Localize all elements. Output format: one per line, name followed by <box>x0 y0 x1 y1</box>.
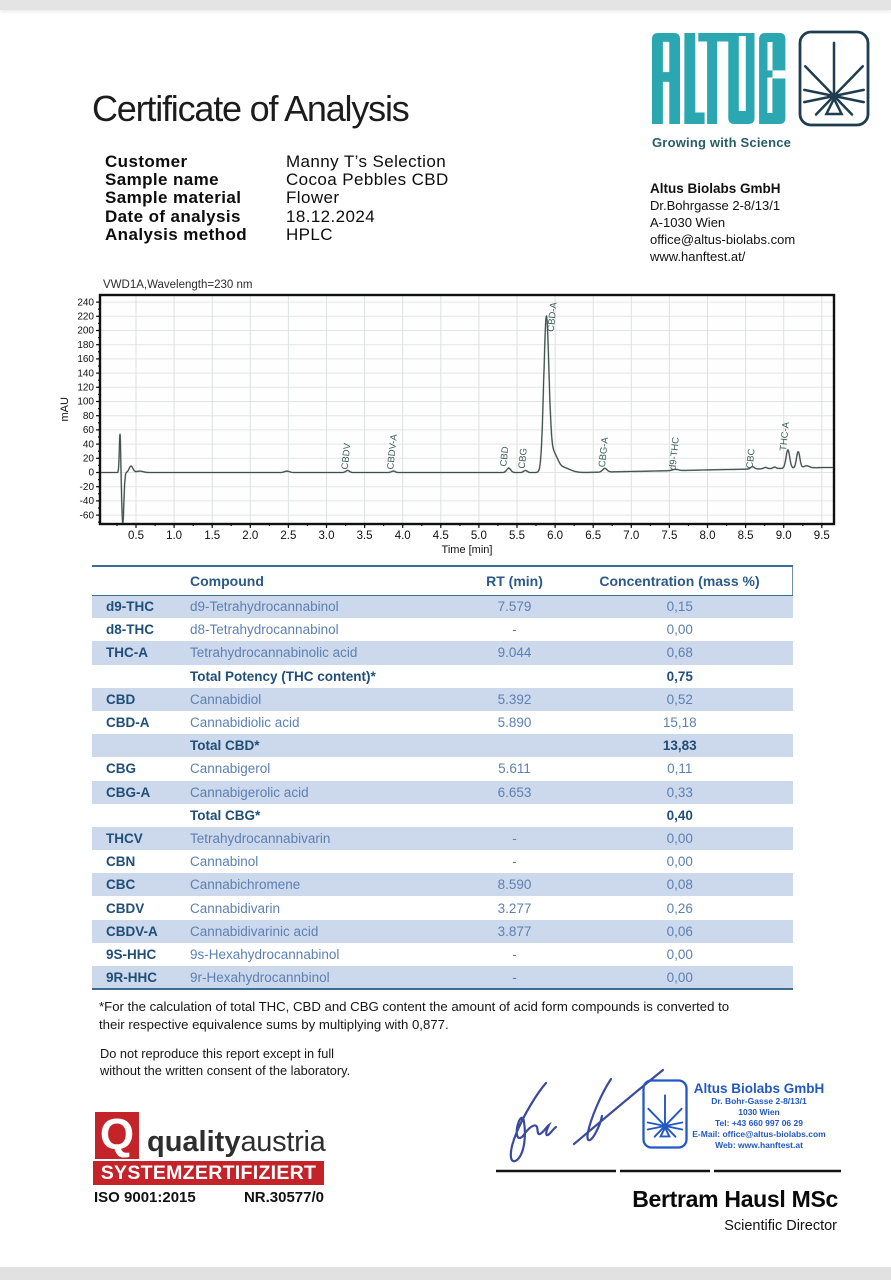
svg-text:Time [min]: Time [min] <box>442 544 493 556</box>
svg-text:9.0: 9.0 <box>776 530 792 542</box>
svg-text:CBG-A: CBG-A <box>597 436 611 468</box>
svg-text:d9-THC: d9-THC <box>667 436 681 470</box>
svg-text:40: 40 <box>83 439 95 450</box>
svg-text:-20: -20 <box>80 482 95 493</box>
svg-text:200: 200 <box>77 326 94 337</box>
svg-text:CBD-A: CBD-A <box>546 301 560 332</box>
svg-text:-60: -60 <box>80 510 95 521</box>
svg-text:4.0: 4.0 <box>395 530 411 542</box>
svg-text:3.0: 3.0 <box>319 530 335 542</box>
svg-text:140: 140 <box>77 368 94 379</box>
svg-text:5.0: 5.0 <box>471 530 487 542</box>
svg-text:CBDV-A: CBDV-A <box>385 433 400 470</box>
svg-text:3.5: 3.5 <box>357 530 373 542</box>
svg-text:1.5: 1.5 <box>204 530 220 542</box>
svg-text:220: 220 <box>77 312 94 323</box>
svg-text:1.0: 1.0 <box>166 530 182 542</box>
svg-text:mAU: mAU <box>60 397 71 422</box>
svg-text:5.5: 5.5 <box>509 530 525 542</box>
svg-text:7.5: 7.5 <box>661 530 677 542</box>
svg-text:8.0: 8.0 <box>700 530 716 542</box>
svg-text:60: 60 <box>83 425 95 436</box>
svg-text:240: 240 <box>77 297 94 308</box>
svg-text:2.0: 2.0 <box>242 530 258 542</box>
svg-text:6.0: 6.0 <box>547 530 563 542</box>
svg-text:20: 20 <box>83 454 95 465</box>
svg-text:8.5: 8.5 <box>738 530 754 542</box>
svg-text:6.5: 6.5 <box>585 530 601 542</box>
svg-text:0: 0 <box>88 468 94 479</box>
svg-text:180: 180 <box>77 340 94 351</box>
svg-text:CBG: CBG <box>517 448 530 470</box>
svg-text:4.5: 4.5 <box>433 530 449 542</box>
svg-text:80: 80 <box>83 411 95 422</box>
svg-text:0.5: 0.5 <box>128 530 144 542</box>
svg-text:7.0: 7.0 <box>623 530 639 542</box>
svg-text:160: 160 <box>77 354 94 365</box>
svg-text:THC-A: THC-A <box>778 421 792 452</box>
svg-text:9.5: 9.5 <box>814 530 830 542</box>
svg-text:CBC: CBC <box>745 448 758 469</box>
svg-text:VWD1A,Wavelength=230 nm: VWD1A,Wavelength=230 nm <box>103 279 252 291</box>
svg-text:120: 120 <box>77 383 94 394</box>
svg-text:-40: -40 <box>80 496 95 507</box>
svg-text:100: 100 <box>77 397 94 408</box>
svg-text:CBDV: CBDV <box>340 442 354 470</box>
svg-text:CBD: CBD <box>498 446 511 467</box>
svg-text:2.5: 2.5 <box>280 530 296 542</box>
